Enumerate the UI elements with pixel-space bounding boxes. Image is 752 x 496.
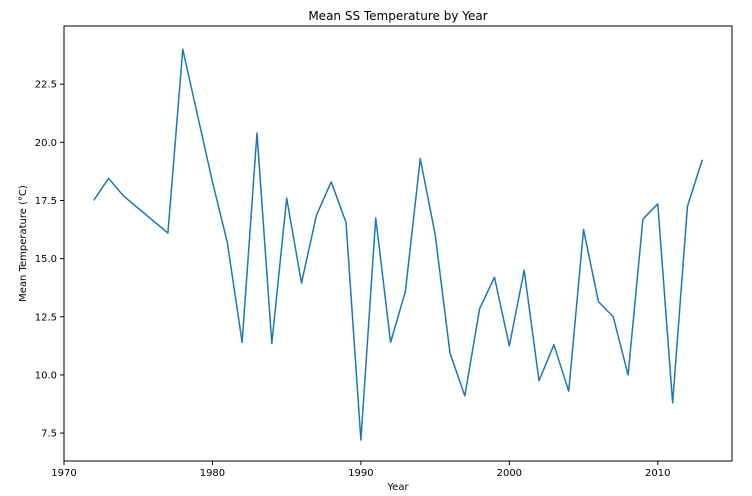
series-group [93,48,704,441]
y-tick-label: 17.5 [35,196,57,207]
x-tick-label: 1970 [51,468,76,479]
x-tick-label: 2010 [645,468,670,479]
y-tick-label: 15.0 [35,254,57,265]
plot-area [63,25,733,462]
chart-title: Mean SS Temperature by Year [308,9,487,23]
plot-frame [63,25,733,462]
y-tick-label: 10.0 [35,370,57,381]
y-axis-label: Mean Temperature (°C) [18,185,29,302]
y-tick-label: 7.5 [41,429,57,440]
y-tick-label: 12.5 [35,312,57,323]
x-tick-label: 1980 [200,468,225,479]
x-tick-label: 1990 [348,468,373,479]
y-axis-ticks: 7.5 10.0 12.5 15.0 17.5 20.0 22.5 [35,80,64,440]
series-line-0 [93,48,704,441]
x-axis-label: Year [386,482,409,493]
y-tick-label: 20.0 [35,138,57,149]
y-tick-label: 22.5 [35,80,57,91]
x-tick-label: 2000 [497,468,522,479]
x-axis-ticks: 1970 1980 1990 2000 2010 [51,461,671,479]
